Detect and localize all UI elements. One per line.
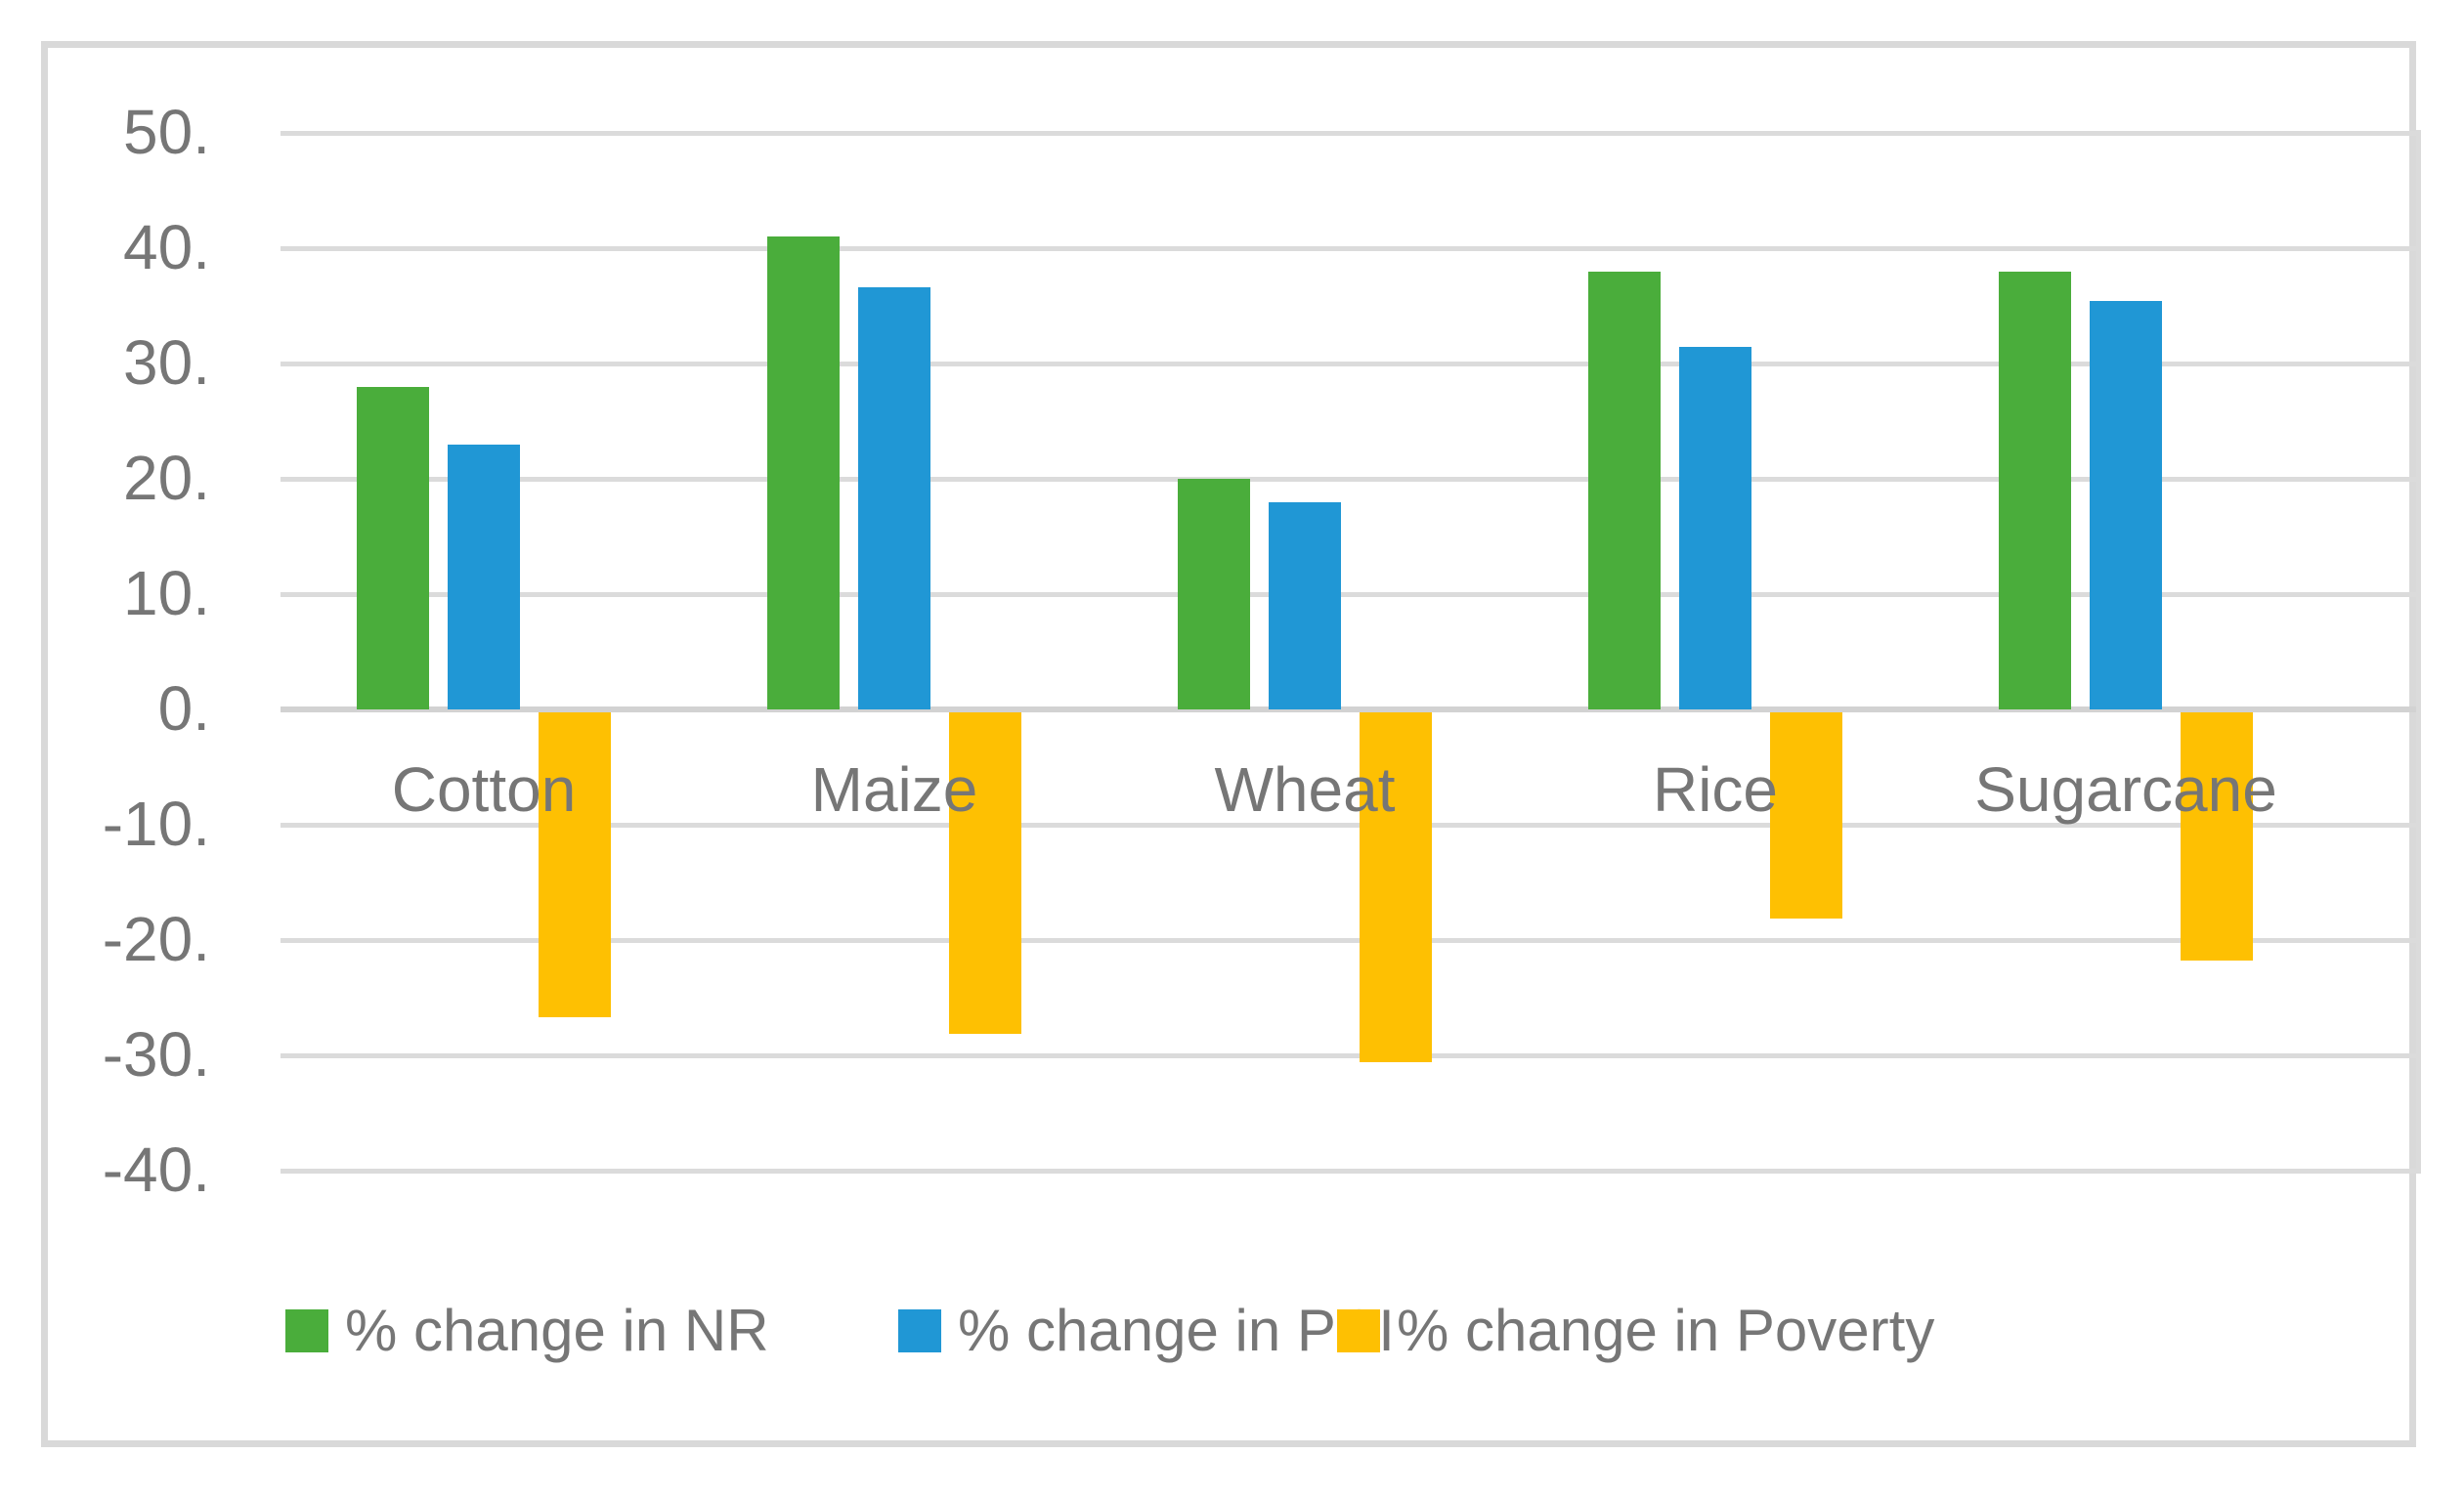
- gridline-40: [281, 246, 2419, 251]
- gridline-50: [281, 131, 2419, 136]
- gridline--30: [281, 1053, 2419, 1058]
- y-axis-tick-label: -20.: [102, 904, 210, 974]
- gridline--40: [281, 1169, 2419, 1174]
- bar--change-in-poverty-maize: [949, 712, 1021, 1034]
- legend-swatch-icon: [285, 1309, 328, 1352]
- bar--change-in-poverty-sugarcane: [2181, 712, 2253, 961]
- category-label-sugarcane: Sugarcane: [1974, 754, 2277, 825]
- y-axis-tick-label: -30.: [102, 1019, 210, 1090]
- y-axis-tick-label: 30.: [123, 327, 210, 398]
- bar--change-in-nr-maize: [767, 236, 840, 709]
- gridline--10: [281, 823, 2419, 828]
- x-axis-line: [281, 706, 2419, 712]
- legend-item-nr: % change in NR: [285, 1302, 769, 1360]
- plot-right-border: [2416, 130, 2421, 1174]
- bar--change-in-nr-sugarcane: [1999, 272, 2071, 709]
- y-axis-tick-label: 0.: [157, 673, 210, 744]
- y-axis-tick-label: 20.: [123, 443, 210, 513]
- legend-item-poverty: % change in Poverty: [1337, 1302, 1934, 1360]
- category-label-maize: Maize: [810, 754, 978, 825]
- gridline--20: [281, 938, 2419, 943]
- bar--change-in-pci-sugarcane: [2090, 301, 2162, 709]
- bar--change-in-poverty-rice: [1770, 712, 1842, 919]
- legend-label: % change in Poverty: [1397, 1298, 1935, 1363]
- y-axis-tick-label: -40.: [102, 1134, 210, 1205]
- y-axis-tick-label: 50.: [123, 97, 210, 167]
- y-axis-tick-label: -10.: [102, 789, 210, 859]
- gridline-30: [281, 362, 2419, 366]
- legend-item-pci: % change in PCI: [898, 1302, 1395, 1360]
- bar--change-in-pci-maize: [858, 287, 930, 709]
- bar--change-in-nr-wheat: [1178, 479, 1250, 709]
- legend-swatch-icon: [1337, 1309, 1380, 1352]
- gridline-10: [281, 592, 2419, 597]
- y-axis-tick-label: 10.: [123, 558, 210, 628]
- category-label-wheat: Wheat: [1214, 754, 1396, 825]
- bar--change-in-poverty-cotton: [539, 712, 611, 1017]
- legend-swatch-icon: [898, 1309, 941, 1352]
- bar--change-in-nr-cotton: [357, 387, 429, 709]
- legend-label: % change in NR: [345, 1298, 769, 1363]
- category-label-rice: Rice: [1652, 754, 1779, 825]
- chart-frame: [41, 41, 2416, 1447]
- legend-label: % change in PCI: [958, 1298, 1395, 1363]
- y-axis-tick-label: 40.: [123, 212, 210, 282]
- bar--change-in-pci-rice: [1679, 347, 1751, 709]
- category-label-cotton: Cotton: [391, 754, 577, 825]
- bar--change-in-pci-wheat: [1269, 502, 1341, 709]
- bar--change-in-poverty-wheat: [1360, 712, 1432, 1062]
- gridline-20: [281, 477, 2419, 482]
- bar--change-in-nr-rice: [1588, 272, 1661, 709]
- bar--change-in-pci-cotton: [448, 445, 520, 709]
